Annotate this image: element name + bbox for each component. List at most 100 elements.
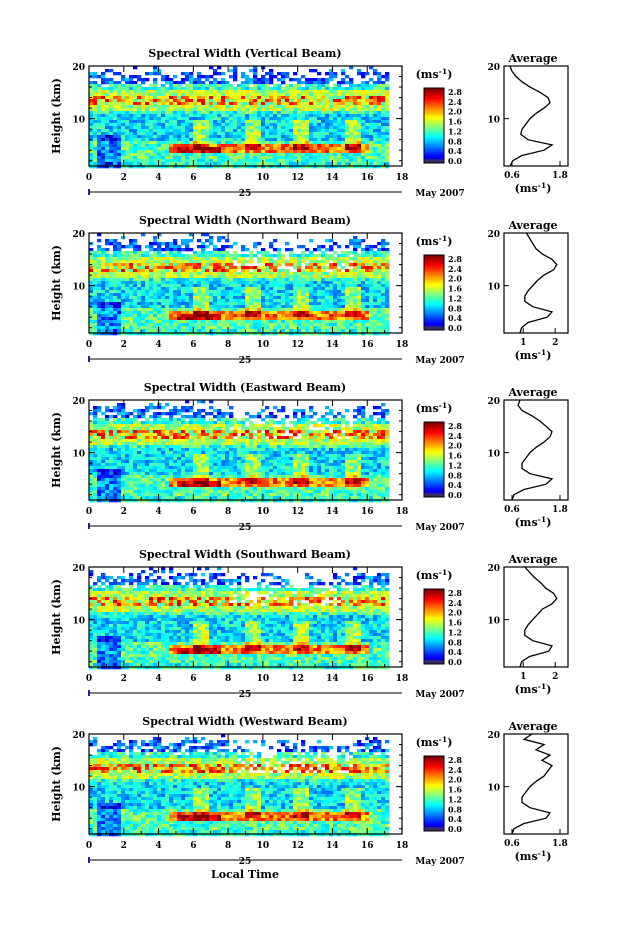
heatmap-cell bbox=[133, 84, 138, 88]
heatmap-cell bbox=[273, 132, 278, 136]
heatmap-cell bbox=[221, 117, 226, 121]
heatmap-cell bbox=[225, 275, 230, 279]
heatmap-cell bbox=[137, 156, 142, 160]
heatmap-cell bbox=[285, 117, 290, 121]
heatmap-cell bbox=[197, 311, 202, 315]
heatmap-cell bbox=[273, 153, 278, 157]
heatmap-cell bbox=[325, 81, 330, 85]
heatmap-cell bbox=[97, 111, 102, 115]
heatmap-cell bbox=[141, 275, 146, 279]
heatmap-cell bbox=[365, 302, 370, 306]
heatmap-cell bbox=[325, 162, 330, 166]
heatmap-cell bbox=[341, 78, 346, 82]
heatmap-cell bbox=[361, 159, 366, 163]
heatmap-cell bbox=[113, 320, 118, 324]
date-label: May 2007 bbox=[415, 189, 464, 199]
heatmap-cell bbox=[201, 153, 206, 157]
heatmap-cell bbox=[165, 78, 170, 82]
heatmap-cell bbox=[381, 323, 386, 327]
heatmap-cell bbox=[257, 299, 262, 303]
heatmap-cell bbox=[213, 135, 218, 139]
heatmap-cell bbox=[97, 317, 102, 321]
heatmap-cell bbox=[269, 120, 274, 124]
heatmap-cell bbox=[249, 293, 254, 297]
heatmap-cell bbox=[113, 278, 118, 282]
heatmap-cell bbox=[101, 251, 106, 255]
heatmap-cell bbox=[309, 320, 314, 324]
heatmap-cell bbox=[113, 439, 118, 443]
heatmap-cell bbox=[309, 111, 314, 115]
heatmap-cell bbox=[237, 290, 242, 294]
heatmap-cell bbox=[353, 114, 358, 118]
heatmap-cell bbox=[369, 159, 374, 163]
colorbar-cell bbox=[424, 161, 444, 164]
heatmap-cell bbox=[117, 487, 122, 491]
heatmap-cell bbox=[369, 251, 374, 255]
heatmap-cell bbox=[253, 266, 258, 270]
heatmap-cell bbox=[97, 153, 102, 157]
heatmap-cell bbox=[201, 263, 206, 267]
heatmap-cell bbox=[217, 96, 222, 100]
heatmap-cell bbox=[237, 147, 242, 151]
heatmap-cell bbox=[121, 156, 126, 160]
heatmap-cell bbox=[241, 129, 246, 133]
heatmap-cell bbox=[273, 105, 278, 109]
heatmap bbox=[89, 66, 390, 169]
heatmap-cell bbox=[193, 150, 198, 154]
colorbar-tick-label: 1.2 bbox=[448, 126, 462, 136]
heatmap-cell bbox=[321, 84, 326, 88]
heatmap-cell bbox=[221, 132, 226, 136]
heatmap-cell bbox=[365, 117, 370, 121]
heatmap-cell bbox=[117, 81, 122, 85]
heatmap-cell bbox=[321, 278, 326, 282]
heatmap-cell bbox=[133, 287, 138, 291]
heatmap-cell bbox=[101, 484, 106, 488]
heatmap-cell bbox=[261, 138, 266, 142]
heatmap-cell bbox=[89, 269, 94, 273]
heatmap-cell bbox=[301, 111, 306, 115]
heatmap-cell bbox=[225, 96, 230, 100]
heatmap-cell bbox=[361, 162, 366, 166]
heatmap-cell bbox=[89, 147, 94, 151]
heatmap-cell bbox=[157, 93, 162, 97]
heatmap-cell bbox=[213, 293, 218, 297]
heatmap-cell bbox=[313, 129, 318, 133]
heatmap-cell bbox=[289, 278, 294, 282]
heatmap-cell bbox=[149, 153, 154, 157]
heatmap-cell bbox=[97, 481, 102, 485]
heatmap-cell bbox=[145, 257, 150, 261]
heatmap-cell bbox=[125, 311, 130, 315]
heatmap-cell bbox=[361, 272, 366, 276]
heatmap-cell bbox=[193, 126, 198, 130]
heatmap-cell bbox=[141, 144, 146, 148]
day-label: 25 bbox=[239, 356, 252, 366]
heatmap-cell bbox=[97, 427, 102, 431]
heatmap-cell bbox=[357, 162, 362, 166]
colorbar-cell bbox=[424, 275, 444, 278]
heatmap-cell bbox=[305, 332, 310, 336]
heatmap-cell bbox=[205, 105, 210, 109]
heatmap-cell bbox=[117, 466, 122, 470]
heatmap-cell bbox=[253, 138, 258, 142]
heatmap-cell bbox=[333, 251, 338, 255]
heatmap-cell bbox=[193, 102, 198, 106]
heatmap-cell bbox=[193, 263, 198, 267]
heatmap-cell bbox=[89, 302, 94, 306]
heatmap-cell bbox=[197, 305, 202, 309]
heatmap-cell bbox=[349, 278, 354, 282]
heatmap-cell bbox=[153, 138, 158, 142]
heatmap-cell bbox=[357, 326, 362, 330]
heatmap-cell bbox=[149, 165, 154, 169]
heatmap-cell bbox=[209, 236, 214, 240]
heatmap-cell bbox=[317, 323, 322, 327]
heatmap-cell bbox=[349, 281, 354, 285]
heatmap-cell bbox=[313, 308, 318, 312]
x-tick-label: 10 bbox=[257, 173, 270, 183]
heatmap-cell bbox=[197, 87, 202, 91]
heatmap-cell bbox=[261, 129, 266, 133]
heatmap-cell bbox=[169, 114, 174, 118]
heatmap-cell bbox=[313, 284, 318, 288]
heatmap-cell bbox=[109, 81, 114, 85]
heatmap-cell bbox=[113, 317, 118, 321]
heatmap-cell bbox=[285, 162, 290, 166]
